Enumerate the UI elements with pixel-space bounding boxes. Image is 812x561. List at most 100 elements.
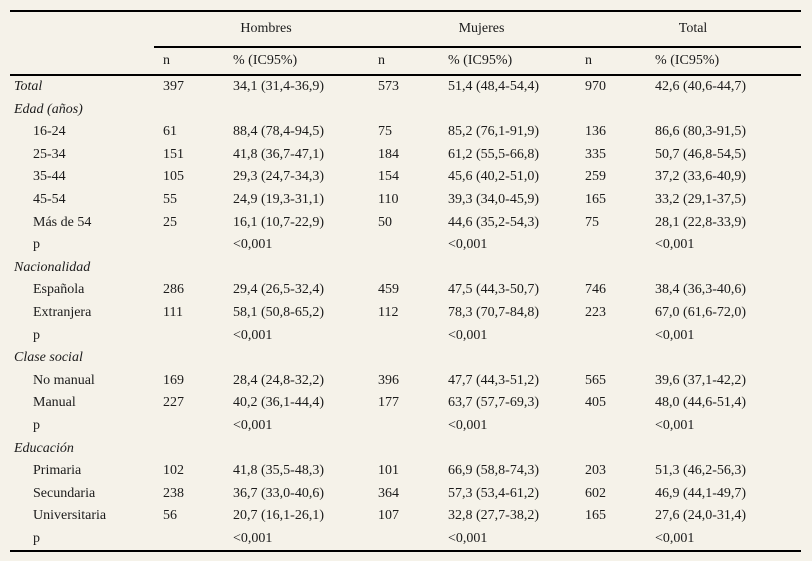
n-value: 111	[163, 304, 183, 320]
col-header-n-mujeres: n	[378, 47, 449, 76]
table-row: Clase social	[10, 347, 801, 370]
pct-ci-value: <0,001	[655, 327, 695, 343]
n-value: 746	[585, 282, 607, 298]
group-header-row: Hombres Mujeres Total	[10, 11, 802, 48]
pct-ci-value	[448, 257, 585, 280]
pct-ci-value: 29,3 (24,7-34,3)	[233, 169, 324, 185]
table-row: 25-34 151 41,8 (36,7-47,1) 184 61,2 (55,5-66…	[10, 144, 801, 167]
pct-ci-value: <0,001	[233, 530, 273, 546]
pct-ci-value: 46,9 (44,1-49,7)	[655, 485, 747, 501]
n-value	[585, 528, 655, 552]
n-value: 55	[163, 191, 177, 207]
group-header-mujeres: Mujeres	[378, 11, 586, 48]
n-value	[154, 415, 233, 438]
pct-ci-value: 57,3 (53,4-61,2)	[448, 485, 540, 501]
pct-ci-value	[655, 347, 801, 370]
pct-ci-value: 58,1 (50,8-65,2)	[233, 304, 324, 320]
pct-ci-value: 85,2 (76,1-91,9)	[448, 124, 540, 140]
table-row: Universitaria 56 20,7 (16,1-26,1) 107 32,8 (…	[10, 505, 801, 528]
row-label: No manual	[33, 372, 95, 388]
n-value: 136	[585, 124, 607, 140]
n-value	[585, 415, 655, 438]
n-value: 165	[585, 508, 607, 524]
n-value: 396	[378, 372, 400, 388]
pct-ci-value: 41,8 (36,7-47,1)	[233, 146, 324, 162]
row-label: Edad (años)	[14, 101, 83, 117]
n-value: 102	[163, 463, 184, 479]
table-row: Más de 54 25 16,1 (10,7-22,9) 50 44,6 (35,2-…	[10, 212, 801, 235]
n-value: 105	[163, 169, 184, 185]
n-value	[585, 257, 655, 280]
n-value	[585, 99, 655, 122]
n-value: 335	[585, 146, 607, 162]
pct-ci-value: 36,7 (33,0-40,6)	[233, 485, 324, 501]
table-row: p <0,001 <0,001 <0,001	[10, 528, 801, 552]
n-value: 107	[378, 508, 400, 524]
pct-ci-value: 67,0 (61,6-72,0)	[655, 304, 747, 320]
n-value: 61	[163, 124, 177, 140]
pct-ci-value: 28,4 (24,8-32,2)	[233, 372, 324, 388]
table-row: p <0,001 <0,001 <0,001	[10, 415, 801, 438]
row-label: Primaria	[33, 463, 82, 479]
col-header-pct-hombres: % (IC95%)	[233, 47, 379, 76]
n-value	[378, 438, 448, 461]
n-value: 110	[378, 191, 399, 207]
row-label: Universitaria	[33, 508, 107, 524]
n-value: 238	[163, 485, 184, 501]
n-value: 154	[378, 169, 400, 185]
pct-ci-value: 20,7 (16,1-26,1)	[233, 508, 324, 524]
pct-ci-value: 32,8 (27,7-38,2)	[448, 508, 540, 524]
corner-cell	[10, 11, 154, 47]
pct-ci-value	[233, 99, 378, 122]
pct-ci-value: 41,8 (35,5-48,3)	[233, 463, 324, 479]
n-value: 573	[378, 79, 400, 94]
n-value: 56	[163, 508, 177, 524]
table-row: Edad (años)	[10, 99, 801, 122]
pct-ci-value: 47,5 (44,3-50,7)	[448, 282, 540, 298]
pct-ci-value: 34,1 (31,4-36,9)	[233, 79, 324, 94]
n-value: 203	[585, 463, 607, 479]
pct-ci-value: <0,001	[655, 237, 695, 253]
n-value	[378, 325, 448, 348]
n-value: 165	[585, 191, 607, 207]
pct-ci-value: 39,3 (34,0-45,9)	[448, 191, 540, 207]
pct-ci-value: 61,2 (55,5-66,8)	[448, 146, 540, 162]
n-value: 259	[585, 169, 607, 185]
pct-ci-value	[655, 257, 801, 280]
row-label: 45-54	[33, 191, 66, 207]
row-label: 25-34	[33, 146, 66, 162]
pct-ci-value: 45,6 (40,2-51,0)	[448, 169, 540, 185]
table-row: Primaria 102 41,8 (35,5-48,3) 101 66,9 (58,8…	[10, 460, 801, 483]
n-value: 169	[163, 372, 184, 388]
n-value: 151	[163, 146, 184, 162]
table-body: Total 397 34,1 (31,4-36,9) 573 51,4 (48,4-54…	[10, 75, 801, 551]
pct-ci-value	[655, 99, 801, 122]
n-value: 184	[378, 146, 400, 162]
row-label: p	[33, 530, 40, 546]
table-row: 45-54 55 24,9 (19,3-31,1) 110 39,3 (34,0-45,…	[10, 189, 801, 212]
n-value	[585, 325, 655, 348]
pct-ci-value: 50,7 (46,8-54,5)	[655, 146, 747, 162]
row-label: 16-24	[33, 124, 66, 140]
pct-ci-value: 44,6 (35,2-54,3)	[448, 214, 540, 230]
pct-ci-value: 48,0 (44,6-51,4)	[655, 395, 747, 411]
col-header-pct-total: % (IC95%)	[655, 47, 802, 76]
n-value	[378, 257, 448, 280]
n-value: 50	[378, 214, 393, 230]
n-value	[154, 325, 233, 348]
pct-ci-value: <0,001	[655, 417, 695, 433]
pct-ci-value: 86,6 (80,3-91,5)	[655, 124, 747, 140]
pct-ci-value: 29,4 (26,5-32,4)	[233, 282, 324, 298]
row-label: Educación	[14, 440, 74, 456]
n-value: 101	[378, 463, 400, 479]
row-label: Secundaria	[33, 485, 96, 501]
n-value: 223	[585, 304, 607, 320]
n-value: 112	[378, 304, 399, 320]
table-row: Educación	[10, 438, 801, 461]
row-label: Extranjera	[33, 304, 92, 320]
n-value: 25	[163, 214, 177, 230]
row-label: Española	[33, 282, 85, 298]
pct-ci-value: 40,2 (36,1-44,4)	[233, 395, 324, 411]
table-row: Secundaria 238 36,7 (33,0-40,6) 364 57,3 (53…	[10, 483, 801, 506]
pct-ci-value: <0,001	[448, 417, 488, 433]
